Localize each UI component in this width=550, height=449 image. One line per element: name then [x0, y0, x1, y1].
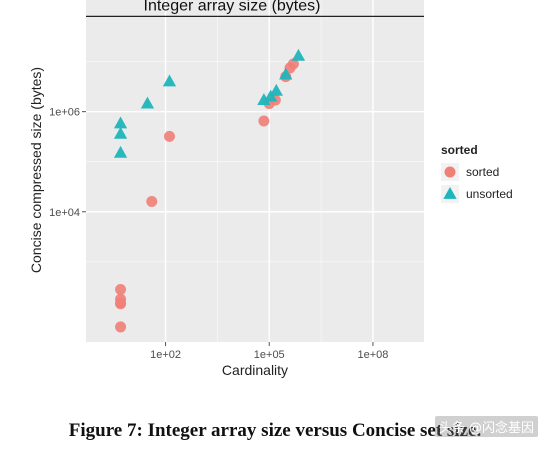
- sorted-point-0: [115, 321, 127, 333]
- unsorted-point-7: [269, 83, 283, 96]
- y-axis-label: Concise compressed size (bytes): [28, 67, 44, 273]
- unsorted-point-4: [162, 74, 177, 87]
- legend: sorted sorted unsorted: [441, 143, 513, 203]
- unsorted-point-5: [257, 93, 271, 106]
- grid-lines: [86, 0, 424, 342]
- legend-label-sorted: sorted: [466, 165, 499, 179]
- x-tick-label-1: 1e+05: [254, 349, 285, 361]
- unsorted-point-0: [113, 145, 128, 158]
- figure-caption: Figure 7: Integer array size versus Conc…: [68, 420, 482, 441]
- unsorted-point-9: [291, 48, 306, 61]
- data-points: [113, 48, 306, 333]
- reference-line-label: Integer array size (bytes): [144, 0, 321, 14]
- sorted-point-7: [258, 115, 270, 127]
- legend-symbol-sorted: [444, 166, 456, 178]
- sorted-point-6: [163, 130, 175, 142]
- x-axis-label: Cardinality: [222, 362, 288, 378]
- unsorted-point-8: [279, 67, 293, 80]
- sorted-point-12: [287, 58, 299, 70]
- legend-title: sorted: [441, 143, 478, 157]
- legend-entries: sorted unsorted: [441, 163, 513, 203]
- legend-symbol-unsorted: [443, 187, 457, 199]
- y-tick-label-0: 1e+04: [49, 207, 80, 219]
- y-tick-label-1: 1e+06: [49, 107, 80, 119]
- plot-panel: [86, 0, 424, 342]
- watermark: 头条 @闪念基因: [434, 416, 538, 437]
- x-tick-label-2: 1e+08: [357, 349, 388, 361]
- axis-ticks: 1e+02 1e+05 1e+08 1e+04 1e+06: [49, 107, 388, 361]
- unsorted-point-3: [140, 96, 155, 109]
- sorted-point-3: [115, 293, 127, 305]
- sorted-point-4: [115, 283, 127, 295]
- legend-label-unsorted: unsorted: [466, 187, 513, 201]
- unsorted-point-1: [113, 126, 128, 139]
- unsorted-point-2: [113, 116, 128, 129]
- x-tick-label-0: 1e+02: [150, 349, 181, 361]
- sorted-point-5: [146, 196, 158, 208]
